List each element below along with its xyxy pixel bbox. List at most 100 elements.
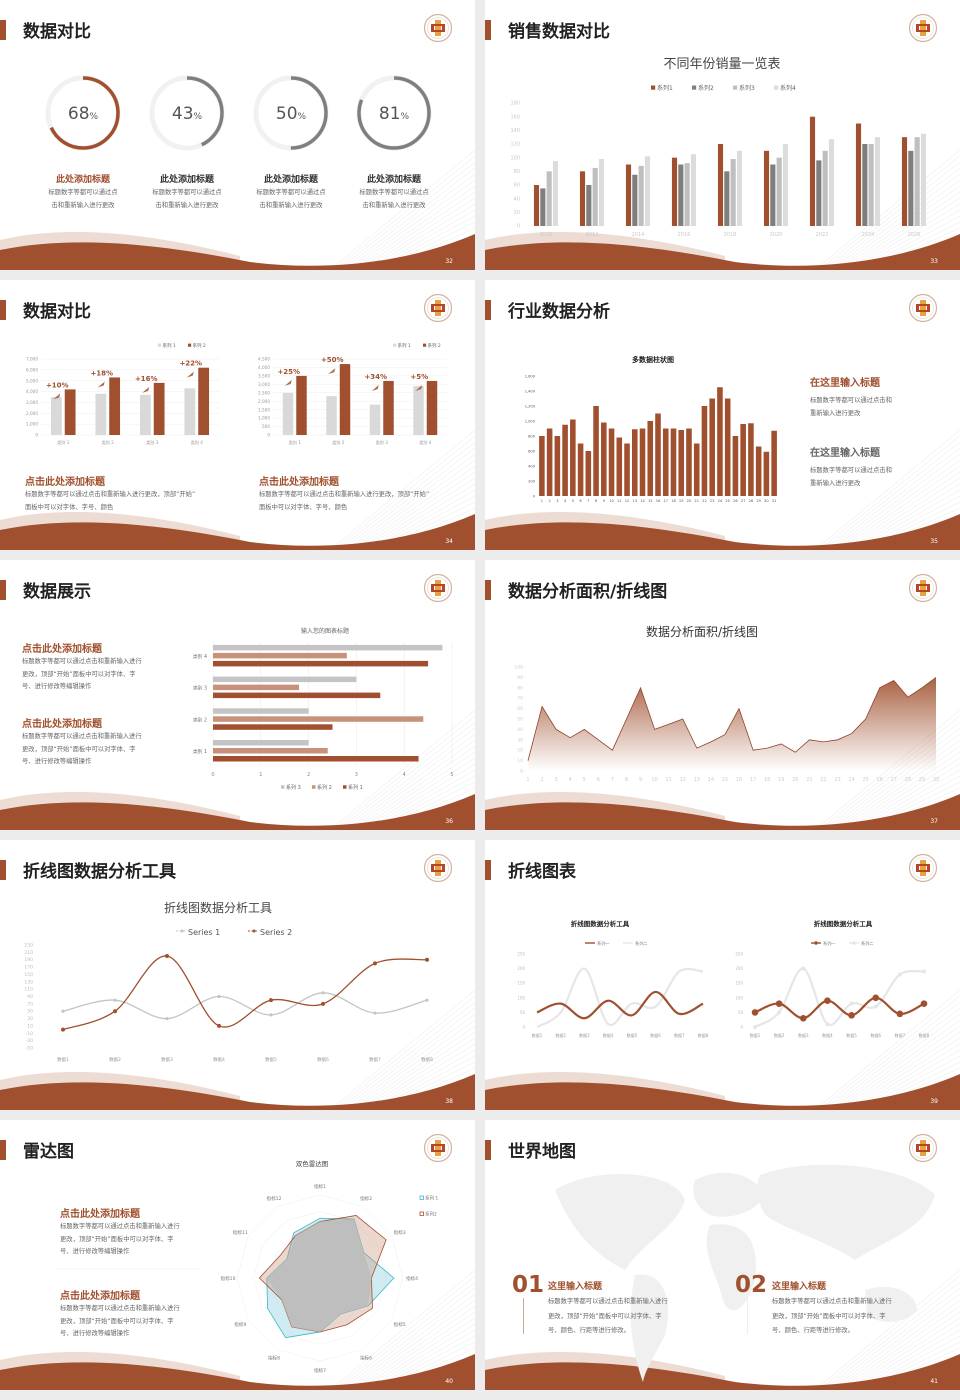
x-tick-label: 12 bbox=[625, 499, 630, 503]
divider bbox=[523, 1298, 524, 1334]
x-tick-label: 5 bbox=[583, 777, 586, 783]
y-tick-label: 100 bbox=[514, 665, 523, 671]
bar bbox=[213, 684, 300, 691]
growth-label: +10% bbox=[46, 381, 69, 389]
logo-emblem bbox=[908, 13, 938, 43]
donut-charts: 68% 43% 50% 81% bbox=[45, 75, 432, 151]
slide-32[interactable]: 68% 43% 50% 81% 此处添加标题 标题数字等都可以通过点 击和重新输入进行更… bbox=[0, 0, 475, 270]
axis-label: 指标2 bbox=[360, 1195, 372, 1202]
decor-line bbox=[814, 149, 960, 270]
block-desc: 标题数字等都可以通过点击和重新输入进行更改，顶部“开始”面板中可以对字体、字号、… bbox=[22, 733, 142, 765]
y-tick-label: 7,000 bbox=[26, 357, 38, 362]
x-tick-label: 2010 bbox=[540, 232, 553, 238]
decor-line bbox=[818, 435, 960, 550]
logo-bar bbox=[920, 580, 926, 596]
x-tick-label: 数据1 bbox=[57, 1056, 69, 1063]
decor-line bbox=[353, 1025, 475, 1110]
bar bbox=[901, 137, 908, 226]
donut-value: 81% bbox=[379, 104, 410, 124]
continent-shape bbox=[757, 1164, 935, 1260]
slide-title: 数据对比 bbox=[23, 302, 91, 322]
data-marker bbox=[920, 1000, 928, 1007]
legend-label: 系列2 bbox=[425, 1211, 437, 1218]
y-tick-label: 130 bbox=[24, 979, 33, 985]
slide-title: 销售数据对比 bbox=[508, 22, 610, 42]
title-accent-bar bbox=[0, 1140, 6, 1160]
x-tick-label: 数据5 bbox=[265, 1056, 277, 1063]
x-tick-label: 27 bbox=[891, 777, 897, 783]
bar bbox=[684, 163, 690, 226]
decor-line bbox=[850, 1043, 960, 1110]
decor-line bbox=[838, 465, 960, 550]
decor-line bbox=[818, 995, 960, 1110]
page-number: 32 bbox=[445, 258, 453, 265]
slide-33[interactable]: 不同年份销量一览表 系列1 系列2 系列3 系列4 0 20 40 60 80 100 120 140 1… bbox=[485, 0, 960, 270]
logo-inner-ring bbox=[427, 857, 449, 879]
slide-40[interactable]: 双色雷达图 指标1 指标2 指标3 指标4 指标5 指标6 指标7 指标8 指标9 指标10 指标11… bbox=[0, 1120, 475, 1390]
growth-label: +34% bbox=[364, 373, 387, 381]
chart-title: 折线图数据分析工具 bbox=[814, 919, 873, 928]
decor-line bbox=[345, 1293, 475, 1390]
logo-inner-ring bbox=[427, 577, 449, 599]
y-tick-label: 1,400 bbox=[525, 390, 536, 394]
decor-line bbox=[826, 1007, 960, 1110]
slide-37[interactable]: 数据分析面积/折线图 0 10 20 30 40 50 60 70 80 90 100 1 2 3 4 5 6 7 8… bbox=[485, 560, 960, 830]
x-tick-label: 18 bbox=[671, 499, 676, 503]
x-tick-label: 数据3 bbox=[579, 1032, 590, 1038]
decor-line bbox=[353, 745, 475, 830]
y-tick-label: 6,000 bbox=[26, 367, 38, 372]
x-tick-label: 11 bbox=[666, 777, 672, 783]
logo-bar bbox=[920, 1140, 926, 1156]
slide-38[interactable]: 折线图数据分析工具 Series 1 Series 2 -50 -30 -10 10 30 50… bbox=[0, 840, 475, 1110]
bar bbox=[828, 139, 835, 226]
decor-line bbox=[345, 733, 475, 830]
donut-arc bbox=[46, 76, 120, 150]
axis-label: 指标4 bbox=[406, 1275, 418, 1282]
legend-swatch bbox=[651, 85, 656, 90]
slide-34[interactable]: 0 1,000 2,000 3,000 4,000 5,000 6,000 7,000 类别 1… bbox=[0, 280, 475, 550]
data-marker bbox=[217, 994, 221, 999]
y-tick-label: 4,000 bbox=[258, 365, 270, 370]
decor-line bbox=[846, 757, 960, 830]
data-marker bbox=[61, 1009, 65, 1013]
x-tick-label: 类别 4 bbox=[419, 439, 432, 446]
decor-line bbox=[341, 447, 475, 550]
slide-41[interactable]: 01 这里输入标题 标题数字等都可以通过点击和重新输入进行 更改，顶部“开始”面板… bbox=[485, 1120, 960, 1390]
x-tick-label: 数据5 bbox=[627, 1032, 638, 1038]
slide-39[interactable]: 折线图数据分析工具 系列一 系列二 0 50 100 150 200 250 数据1 数据2 数据3 数… bbox=[485, 840, 960, 1110]
legend-swatch bbox=[343, 785, 347, 789]
item-desc: 标题数字等都可以通过点 击和重新输入进行更改 bbox=[256, 189, 326, 209]
bar bbox=[213, 644, 443, 651]
x-tick-label: 数据6 bbox=[870, 1032, 881, 1038]
logo-bar bbox=[435, 1140, 441, 1156]
y-tick-label: 1,000 bbox=[525, 420, 536, 424]
bar bbox=[533, 185, 540, 226]
y-tick-label: 200 bbox=[528, 480, 536, 484]
page-number: 36 bbox=[445, 818, 453, 825]
bar bbox=[809, 116, 816, 226]
x-tick-label: 10 bbox=[609, 499, 614, 503]
slide-35[interactable]: 多数据柱状图 0 200 400 600 800 1,000 1,200 1,400 1,600 1… bbox=[485, 280, 960, 550]
block-heading: 这里输入标题 bbox=[548, 1282, 603, 1292]
bar bbox=[632, 174, 638, 226]
title-accent-bar bbox=[0, 20, 6, 40]
item-heading: 此处添加标题 bbox=[55, 175, 111, 185]
y-tick-label: 3,000 bbox=[258, 382, 270, 387]
x-tick-label: 类别 1 bbox=[57, 439, 70, 446]
legend-swatch bbox=[312, 785, 316, 789]
x-tick-label: 29 bbox=[919, 777, 925, 783]
decor-line bbox=[826, 727, 960, 830]
donut-arc bbox=[150, 76, 224, 150]
logo-emblem bbox=[423, 13, 453, 43]
bar bbox=[690, 154, 697, 226]
decor-line bbox=[365, 1043, 475, 1110]
x-tick-label: 数据4 bbox=[603, 1032, 614, 1038]
block-desc: 标题数字等都可以通过点击和重新输入进行更改，顶部“开始”面板中可以对字体、字号、… bbox=[772, 1298, 892, 1334]
x-tick-label: 13 bbox=[632, 499, 637, 503]
legend-swatch bbox=[692, 85, 697, 90]
slide-36[interactable]: 输入您的图表标题 0 1 2 3 4 5 类别 1 类别 2 类别 3 类别 4 系列 3 系列 2 系列… bbox=[0, 560, 475, 830]
page-number: 40 bbox=[445, 1378, 453, 1385]
y-tick-label: 70 bbox=[27, 1001, 33, 1007]
bar bbox=[662, 428, 669, 496]
y-tick-label: 40 bbox=[514, 196, 520, 202]
